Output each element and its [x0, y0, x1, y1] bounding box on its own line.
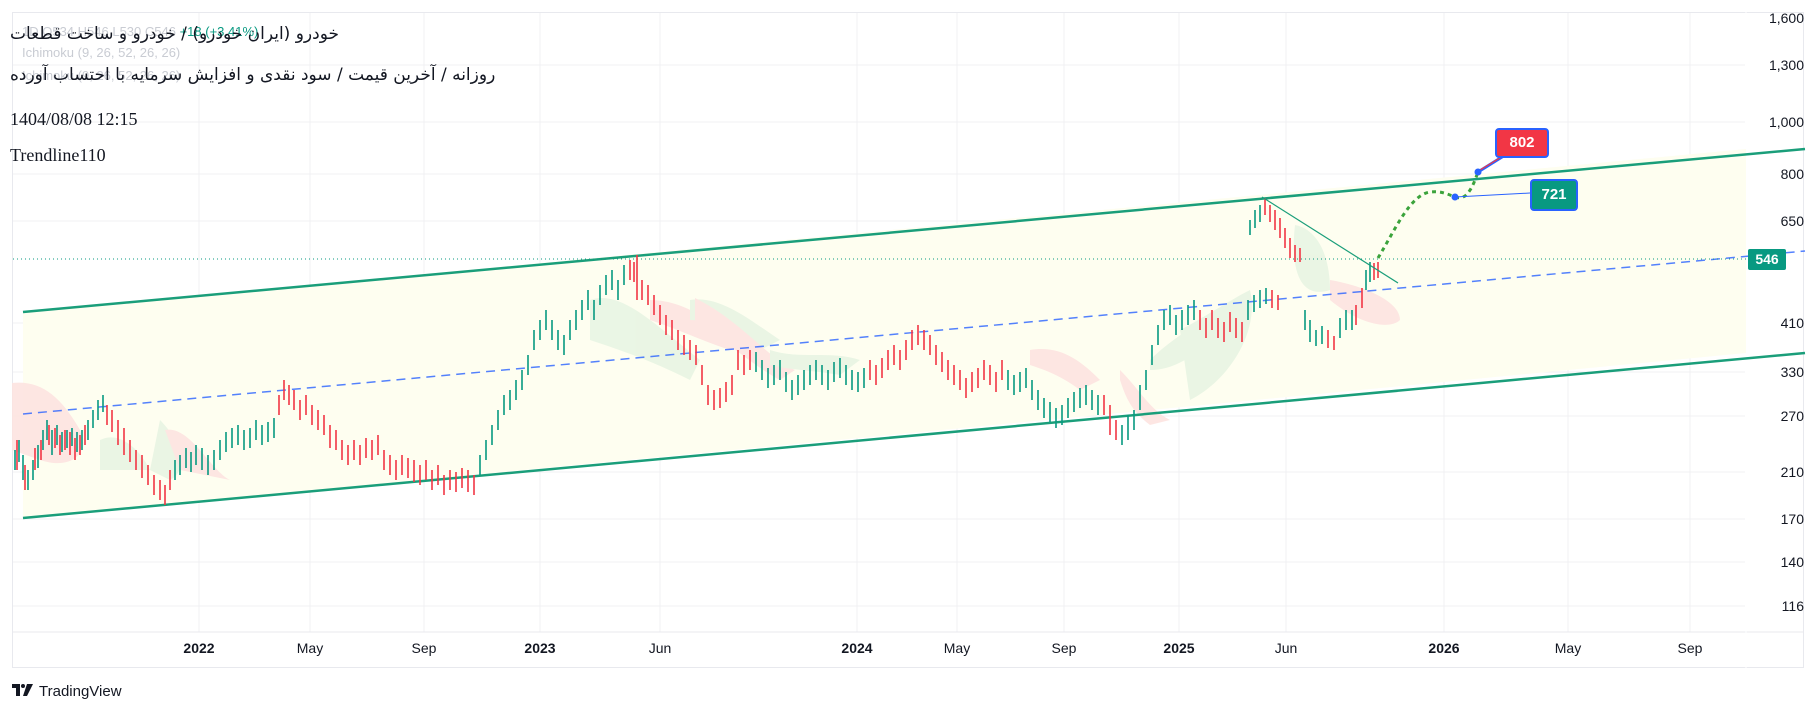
time-tick: 2024 — [841, 640, 873, 656]
time-tick: 2026 — [1428, 640, 1460, 656]
price-tick: 1,000 — [1768, 114, 1804, 130]
target-callout-721[interactable]: 721 — [1530, 179, 1578, 211]
price-tick: 116 — [1781, 598, 1804, 614]
price-tick: 410 — [1780, 315, 1804, 331]
time-tick: 2025 — [1163, 640, 1195, 656]
price-tick: 1,300 — [1768, 57, 1804, 73]
price-tick: 800 — [1780, 166, 1804, 182]
time-tick: May — [943, 640, 971, 656]
trendline — [1261, 196, 1399, 284]
price-tick: 140 — [1780, 554, 1804, 570]
time-tick: Jun — [648, 640, 672, 656]
price-tick: 270 — [1780, 408, 1804, 424]
price-tick: 210 — [1780, 464, 1804, 480]
time-tick: May — [296, 640, 324, 656]
time-tick: Sep — [411, 640, 437, 656]
annotation-name: Trendline110 — [10, 145, 106, 165]
ohlc-legend: 1D O534 H546 L530 C546 +18 (+3.41%) — [22, 24, 258, 39]
channel-lower-line — [22, 351, 1806, 520]
time-tick: May — [1554, 640, 1582, 656]
projection-path — [1376, 171, 1480, 259]
indicator-legend-1[interactable]: Ichimoku (9, 26, 52, 26, 26) — [22, 45, 181, 60]
time-tick: 2022 — [183, 640, 215, 656]
tradingview-logo[interactable]: TradingView — [12, 683, 122, 700]
channel-upper-line — [22, 147, 1806, 314]
time-tick: Jun — [1274, 640, 1298, 656]
last-price-badge: 546 — [1748, 249, 1786, 270]
tradingview-mark-icon — [12, 683, 34, 700]
price-tick: 1,600 — [1768, 10, 1804, 26]
time-tick: Sep — [1677, 640, 1703, 656]
tradingview-logo-text: TradingView — [39, 683, 122, 700]
change-value: +18 (+3.41%) — [179, 24, 259, 39]
time-tick: Sep — [1051, 640, 1077, 656]
symbol-subtitle: روزانه / آخرین قیمت / سود نقدی و افزایش … — [10, 65, 496, 85]
time-tick: 2023 — [524, 640, 556, 656]
symbol-title: خودرو (ایران خودرو) / خودرو و ساخت قطعات — [10, 24, 339, 44]
price-tick: 650 — [1780, 213, 1804, 229]
ohlc-values: 1D O534 H546 L530 C546 — [22, 24, 176, 39]
indicator-legend-2[interactable]: Ichimoku (9, 26, 52, 26, 26) — [22, 68, 181, 83]
candles — [14, 198, 1379, 505]
callout-721-anchor — [1451, 193, 1459, 201]
price-tick: 170 — [1780, 511, 1804, 527]
channel-midline — [22, 250, 1806, 415]
timestamp: 1404/08/08 12:15 — [10, 109, 138, 129]
price-tick: 330 — [1780, 364, 1804, 380]
channel-fill — [23, 149, 1746, 518]
callout-721-connector — [1454, 192, 1531, 198]
callout-802-anchor — [1474, 168, 1482, 176]
target-callout-802[interactable]: 802 — [1495, 128, 1549, 158]
